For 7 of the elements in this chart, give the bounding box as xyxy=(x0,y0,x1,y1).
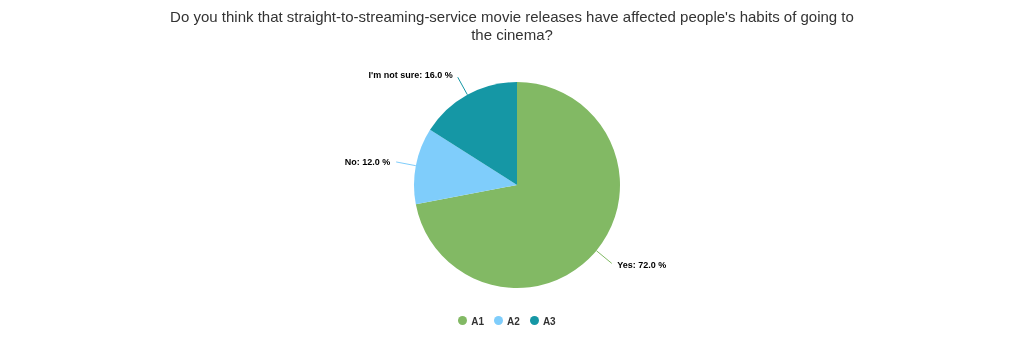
data-label: Yes: 72.0 % xyxy=(617,259,667,270)
data-label: No: 12.0 % xyxy=(344,156,391,167)
legend-label: A3 xyxy=(542,316,556,327)
chart-title: Do you think that straight-to-streaming-service movie releases have affected people's habits of going to the cinema? xyxy=(169,8,855,45)
legend-label: A2 xyxy=(507,316,520,327)
data-label: I'm not sure: 16.0 % xyxy=(368,70,453,81)
legend-label: A1 xyxy=(471,316,485,327)
